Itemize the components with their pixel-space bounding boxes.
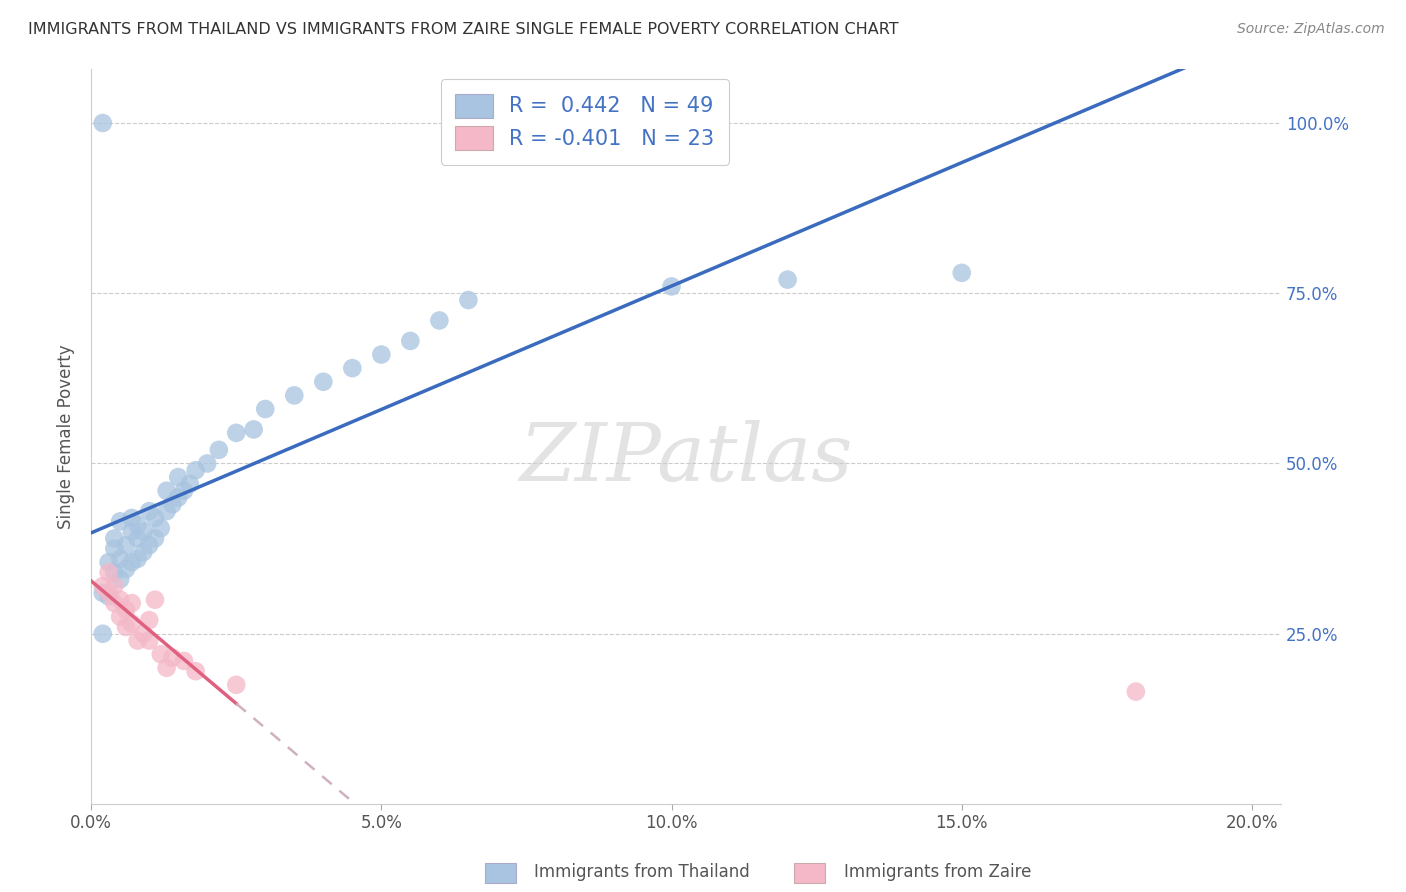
Point [91,116,114,130]
Point [108,515,131,529]
Point [108,592,131,607]
Point [195,457,218,471]
Point [138,538,160,552]
Point [138,633,160,648]
Point [127,633,149,648]
Point [143,592,166,607]
Point [155,661,177,675]
Point [103,596,125,610]
Point [138,504,160,518]
Point [370,347,392,361]
Point [173,483,195,498]
Point [179,477,201,491]
Point [115,538,138,552]
Point [208,442,231,457]
Point [184,463,207,477]
Point [312,375,335,389]
Point [121,616,143,631]
Point [242,422,264,436]
Point [457,293,479,307]
Point [162,497,184,511]
Point [127,517,149,532]
Point [121,596,143,610]
Point [127,551,149,566]
Text: Immigrants from Zaire: Immigrants from Zaire [844,863,1031,881]
Point [225,425,247,440]
Point [108,572,131,586]
Point [115,603,138,617]
Point [776,272,799,286]
Text: ZIPatlas: ZIPatlas [519,419,853,497]
Point [103,579,125,593]
Text: Source: ZipAtlas.com: Source: ZipAtlas.com [1237,22,1385,37]
Point [91,579,114,593]
Point [97,555,120,569]
Point [121,555,143,569]
Point [283,388,305,402]
Point [149,647,172,661]
Point [97,566,120,580]
Point [138,613,160,627]
Point [115,620,138,634]
Point [108,551,131,566]
Point [149,521,172,535]
Point [1125,684,1147,698]
Text: Immigrants from Thailand: Immigrants from Thailand [534,863,749,881]
Point [661,279,683,293]
Point [132,524,155,539]
Point [103,566,125,580]
Point [91,586,114,600]
Point [132,626,155,640]
Legend: R =  0.442   N = 49, R = -0.401   N = 23: R = 0.442 N = 49, R = -0.401 N = 23 [440,78,730,164]
Point [121,524,143,539]
Point [91,626,114,640]
Point [108,609,131,624]
Point [127,532,149,546]
Point [103,541,125,556]
Point [143,532,166,546]
Point [155,483,177,498]
Point [143,511,166,525]
Point [155,504,177,518]
Point [225,678,247,692]
Point [97,589,120,603]
Point [342,361,364,376]
Point [950,266,973,280]
Point [115,562,138,576]
Point [184,664,207,678]
Text: IMMIGRANTS FROM THAILAND VS IMMIGRANTS FROM ZAIRE SINGLE FEMALE POVERTY CORRELAT: IMMIGRANTS FROM THAILAND VS IMMIGRANTS F… [28,22,898,37]
Point [121,511,143,525]
Point [103,532,125,546]
Point [399,334,422,348]
Point [97,586,120,600]
Point [162,650,184,665]
Y-axis label: Single Female Poverty: Single Female Poverty [58,344,75,529]
Point [254,402,277,417]
Point [167,491,190,505]
Point [167,470,190,484]
Point [132,545,155,559]
Point [173,654,195,668]
Point [429,313,451,327]
